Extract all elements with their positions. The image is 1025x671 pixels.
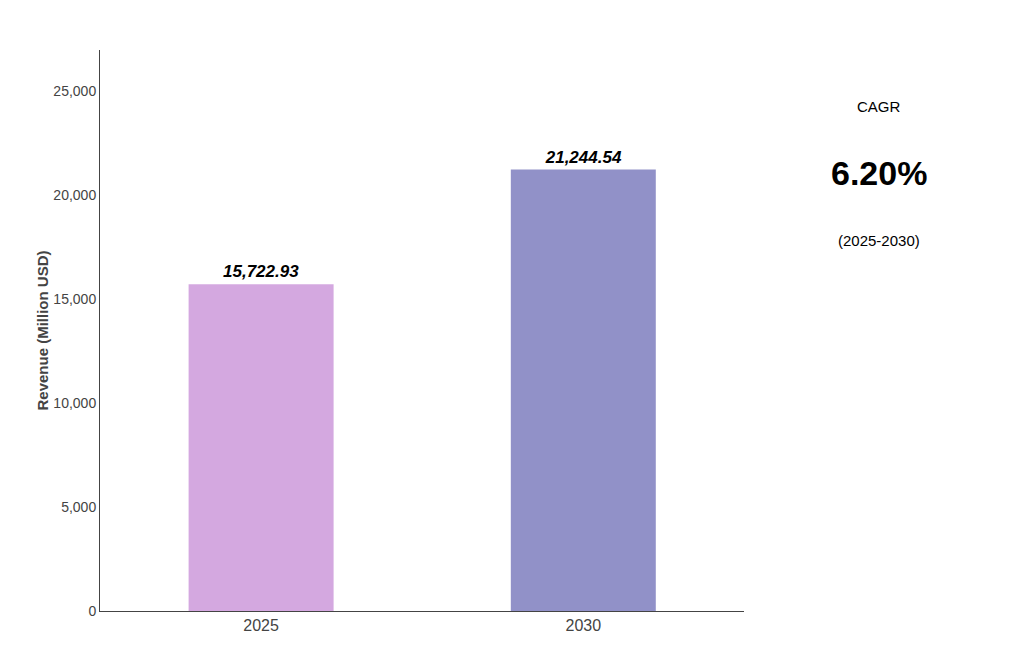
svg-text:25,000: 25,000	[53, 83, 96, 99]
svg-text:2025: 2025	[243, 617, 279, 634]
svg-text:20,000: 20,000	[53, 187, 96, 203]
svg-text:15,722.93: 15,722.93	[223, 262, 299, 281]
svg-text:5,000: 5,000	[61, 499, 96, 515]
svg-text:10,000: 10,000	[53, 395, 96, 411]
svg-text:0: 0	[88, 603, 96, 619]
svg-text:Revenue (Million USD): Revenue (Million USD)	[34, 250, 51, 410]
svg-text:(2025-2030): (2025-2030)	[838, 232, 920, 249]
svg-text:CAGR: CAGR	[857, 98, 901, 115]
svg-text:21,244.54: 21,244.54	[545, 148, 622, 167]
svg-text:2030: 2030	[566, 617, 602, 634]
svg-text:15,000: 15,000	[53, 291, 96, 307]
svg-text:6.20%: 6.20%	[831, 154, 927, 192]
